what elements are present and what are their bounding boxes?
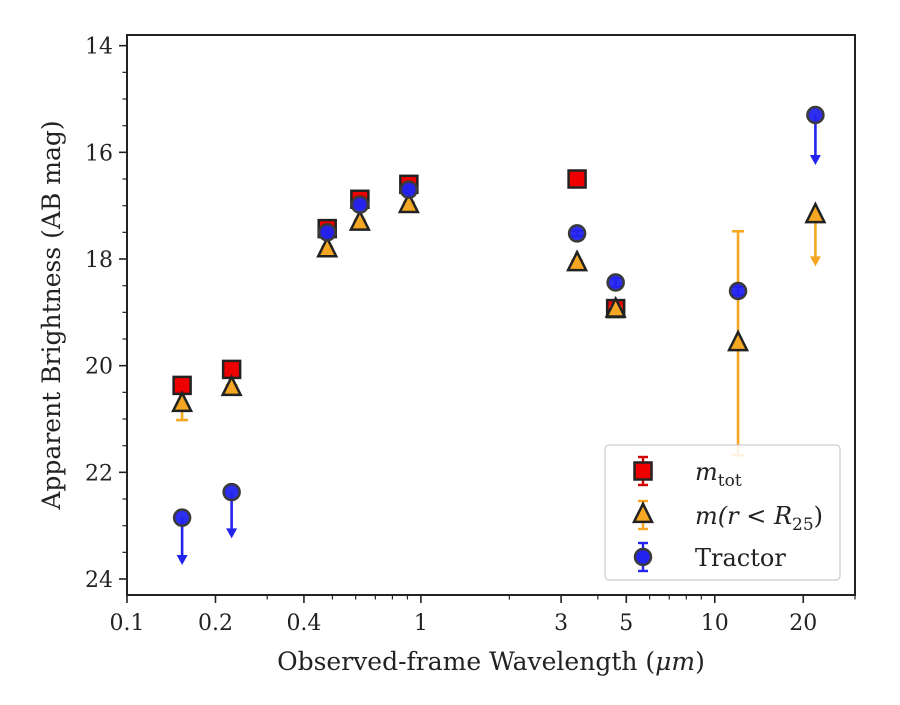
y-tick-label: 24 — [85, 568, 113, 593]
x-tick-label: 10 — [701, 611, 729, 636]
y-tick-label: 20 — [85, 355, 113, 380]
point-tractor — [606, 273, 625, 292]
point-tractor — [350, 195, 370, 214]
legend-label-mtot: mtot — [695, 458, 742, 491]
point-tractor — [172, 508, 192, 527]
upper-limit-arrow-head — [809, 256, 821, 267]
y-tick-label: 16 — [85, 141, 113, 166]
legend-marker-mr25 — [631, 501, 655, 524]
x-axis-title: Observed-frame Wavelength (μm) — [277, 647, 705, 676]
legend-marker-tractor — [633, 547, 653, 567]
legend-box — [604, 444, 841, 581]
point-tractor — [728, 281, 748, 301]
point-mr25 — [397, 191, 420, 214]
point-mr25 — [220, 374, 243, 397]
axes-layer: 0.1 0.2 0.4 1 3 5 10 20 14 16 18 20 22 24 Observed-fra… — [37, 34, 856, 676]
point-tractor — [222, 482, 241, 502]
upper-limit-arrow-head — [809, 155, 821, 165]
point-tractor — [567, 224, 587, 243]
upper-limit-arrow-head — [226, 528, 238, 539]
y-tick-label: 22 — [85, 461, 113, 486]
legend-marker-mtot — [633, 461, 653, 481]
point-mr25 — [566, 249, 589, 272]
legend-label-tractor: Tractor — [695, 544, 786, 572]
legend: mtot m(r < R25) Tractor — [604, 444, 841, 581]
x-tick-label: 5 — [619, 611, 633, 636]
point-mr25 — [348, 208, 371, 231]
point-tractor — [317, 223, 337, 242]
x-tick-label: 0.4 — [286, 611, 321, 636]
point-mr25 — [804, 201, 827, 224]
plot-frame — [126, 34, 856, 596]
point-mr25 — [604, 295, 627, 318]
series-mr25 — [171, 191, 827, 457]
point-mtot — [567, 169, 587, 189]
y-axis-title: Apparent Brightness (AB mag) — [37, 120, 66, 510]
x-tick-label: 3 — [554, 611, 568, 636]
point-tractor — [806, 105, 825, 125]
series-tractor — [172, 105, 825, 565]
x-tick-label: 0.2 — [198, 611, 233, 636]
series-mtot — [172, 169, 626, 396]
x-tick-label: 20 — [789, 611, 817, 636]
point-mr25 — [316, 235, 339, 258]
y-tick-label: 14 — [85, 35, 113, 60]
point-tractor — [399, 180, 419, 199]
upper-limit-arrow-head — [176, 555, 188, 565]
legend-label-mr25: m(r < R25) — [695, 502, 823, 535]
point-mr25 — [727, 329, 750, 352]
point-mr25 — [171, 390, 194, 413]
y-tick-label: 18 — [85, 248, 113, 273]
data-layer — [171, 105, 827, 565]
x-tick-label: 0.1 — [110, 611, 145, 636]
x-tick-label: 1 — [414, 611, 428, 636]
